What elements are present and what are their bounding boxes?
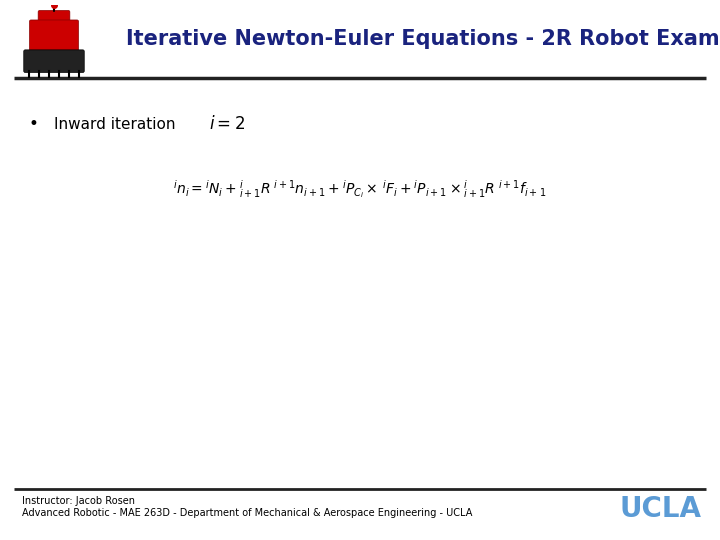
FancyBboxPatch shape — [38, 10, 70, 23]
Text: Inward iteration: Inward iteration — [54, 117, 176, 132]
FancyBboxPatch shape — [30, 20, 78, 54]
Text: •: • — [29, 115, 39, 133]
Text: $i = 2$: $i = 2$ — [209, 115, 245, 133]
Text: Advanced Robotic - MAE 263D - Department of Mechanical & Aerospace Engineering -: Advanced Robotic - MAE 263D - Department… — [22, 508, 472, 518]
Text: ${}^{i}n_{i}={}^{i}N_{i}+{}^{i}_{i+1}R\;{}^{i+1}n_{i+1}+{}^{i}P_{C_{i}}\times\,{: ${}^{i}n_{i}={}^{i}N_{i}+{}^{i}_{i+1}R\;… — [174, 178, 546, 200]
Text: Instructor: Jacob Rosen: Instructor: Jacob Rosen — [22, 496, 135, 506]
Text: Iterative Newton-Euler Equations - 2R Robot Example: Iterative Newton-Euler Equations - 2R Ro… — [126, 29, 720, 49]
Text: UCLA: UCLA — [620, 495, 702, 523]
FancyBboxPatch shape — [24, 50, 84, 72]
